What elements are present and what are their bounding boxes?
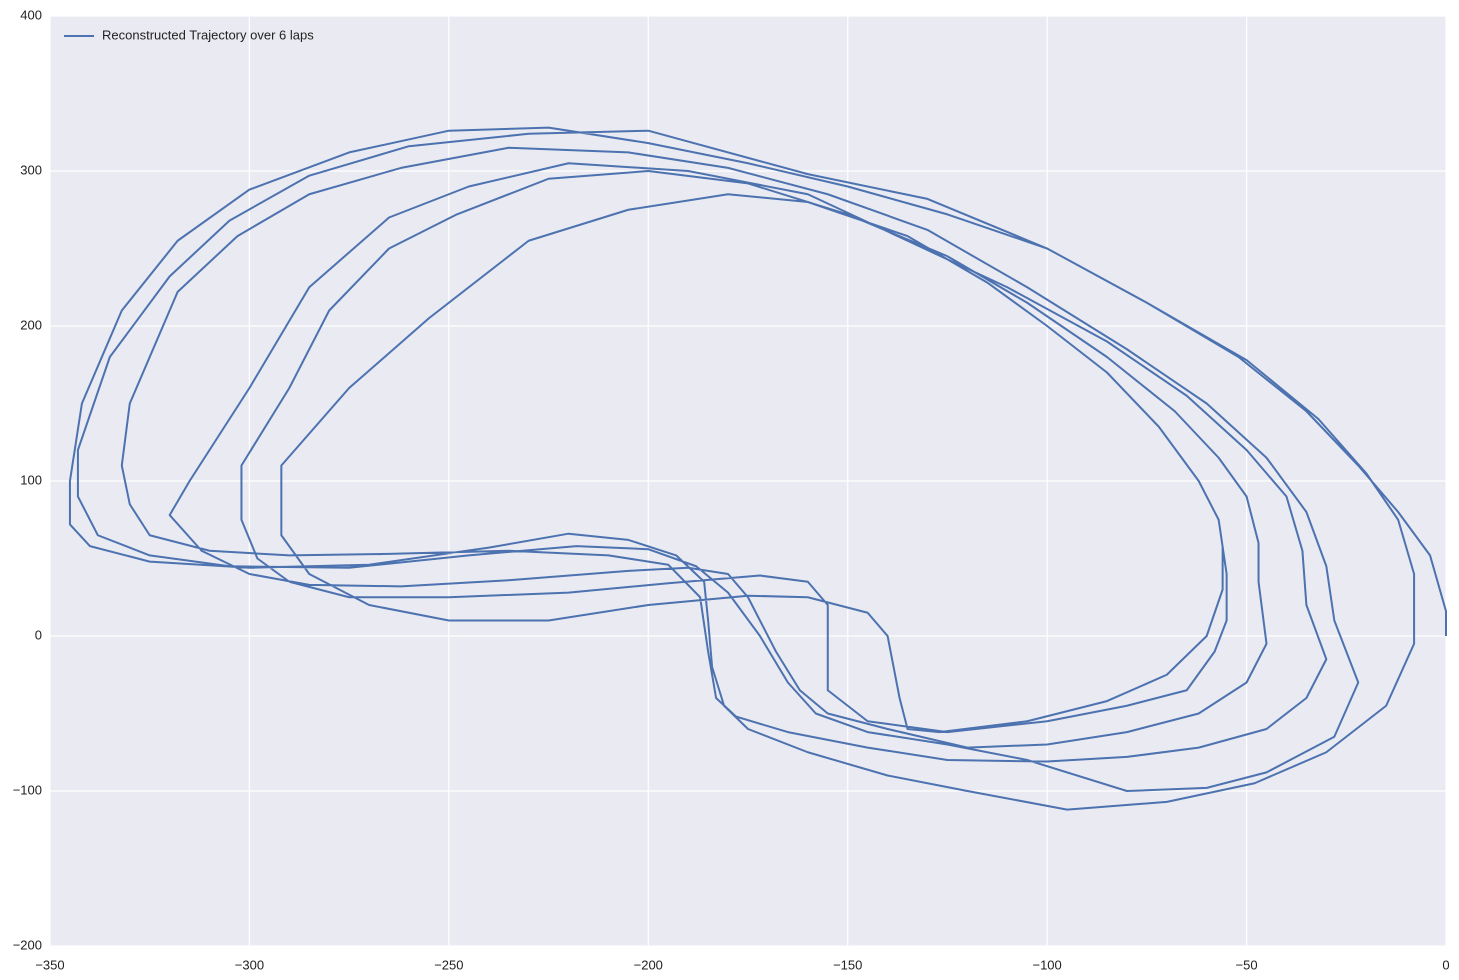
x-tick-label: −100	[1032, 957, 1061, 972]
x-tick-label: −50	[1236, 957, 1258, 972]
y-tick-label: −200	[13, 937, 42, 952]
x-tick-label: −200	[634, 957, 663, 972]
y-tick-label: 400	[20, 7, 42, 22]
y-tick-label: −100	[13, 782, 42, 797]
x-tick-label: −300	[235, 957, 264, 972]
x-tick-label: −150	[833, 957, 862, 972]
legend-label: Reconstructed Trajectory over 6 laps	[102, 27, 314, 42]
trajectory-line	[68, 126, 1447, 811]
x-tick-label: −250	[434, 957, 463, 972]
y-tick-label: 100	[20, 472, 42, 487]
x-tick-label: 0	[1442, 957, 1449, 972]
x-tick-label: −350	[35, 957, 64, 972]
y-tick-label: 200	[20, 317, 42, 332]
y-tick-label: 300	[20, 162, 42, 177]
y-tick-label: 0	[35, 627, 42, 642]
